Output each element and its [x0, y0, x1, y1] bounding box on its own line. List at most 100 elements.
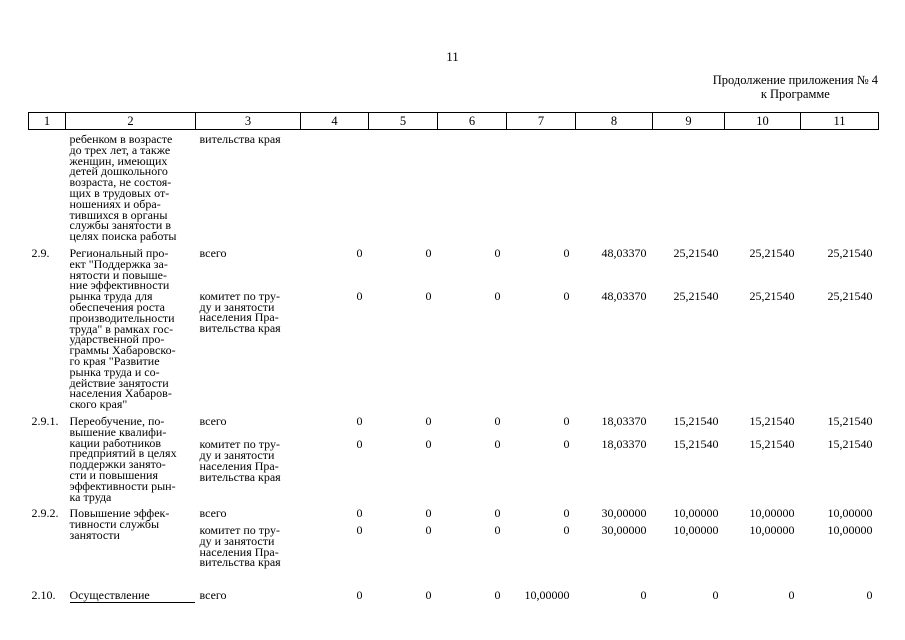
- value-cell: 0: [425, 437, 432, 452]
- value-cell: 0: [425, 413, 432, 428]
- value-cell: 15,21540: [827, 437, 873, 452]
- table-subrow: комитет по тру- ду и занятости населения…: [29, 519, 879, 568]
- activity-name: Повышение эффек- тивности службы занятос…: [69, 506, 170, 542]
- column-number-row: 1 2 3 4 5 6 7 8 9 10 11: [28, 112, 879, 130]
- value-cell: 0: [563, 245, 570, 260]
- column-header: 9: [652, 112, 725, 130]
- value-cell: 0: [563, 437, 570, 452]
- value-cell: 15,21540: [827, 413, 873, 428]
- value-cell: 0: [494, 506, 501, 521]
- column-header: 10: [724, 112, 801, 130]
- row-number: [29, 130, 66, 242]
- table-row: 2.9.2. Повышение эффек- тивности службы …: [29, 502, 879, 541]
- column-header: 11: [800, 112, 879, 130]
- table-subrow: комитет по тру- ду и занятости населения…: [29, 285, 879, 410]
- value-cell: 0: [356, 245, 363, 260]
- value-cell: 10,00000: [749, 523, 795, 538]
- value-cell: 10,00000: [673, 523, 719, 538]
- value-cell: 10,00000: [827, 523, 873, 538]
- value-cell: 0: [356, 288, 363, 303]
- value-cell: 30,00000: [601, 523, 647, 538]
- row-number: 2.9.: [31, 245, 50, 260]
- table-row: 2.9.1. Переобучение, по- вышение квалифи…: [29, 410, 879, 503]
- value-cell: 0: [425, 506, 432, 521]
- table-row: 2.10. Осуществление всего 0 0 0 10,00000…: [29, 568, 879, 604]
- value-cell: 0: [356, 588, 363, 603]
- activity-name: ребенком в возрасте до трех лет, а также…: [69, 132, 177, 244]
- table-subrow: комитет по тру- ду и занятости населения…: [29, 433, 879, 502]
- value-cell: [507, 130, 576, 242]
- column-header: 6: [437, 112, 507, 130]
- value-cell: 15,21540: [749, 413, 795, 428]
- value-cell: [438, 130, 507, 242]
- value-cell: 0: [494, 588, 501, 603]
- value-cell: 0: [425, 245, 432, 260]
- executor: комитет по тру- ду и занятости населения…: [199, 437, 281, 484]
- column-header: 4: [300, 112, 369, 130]
- value-cell: 48,03370: [601, 245, 647, 260]
- activity-name: Региональный про- ект "Поддержка за- нят…: [69, 245, 176, 412]
- executor: комитет по тру- ду и занятости населения…: [199, 288, 281, 336]
- continuation-line-2: к Программе: [760, 86, 830, 101]
- value-cell: 25,21540: [673, 288, 719, 303]
- value-cell: [369, 130, 438, 242]
- value-cell: 30,00000: [601, 506, 647, 521]
- value-cell: 0: [563, 523, 570, 538]
- value-cell: 25,21540: [827, 288, 873, 303]
- row-number: 2.10.: [31, 588, 56, 603]
- value-cell: 0: [425, 523, 432, 538]
- executor: всего: [199, 588, 227, 603]
- value-cell: 25,21540: [749, 288, 795, 303]
- activity-name-underlined: Осуществление: [69, 589, 195, 604]
- activity-name: Переобучение, по- вышение квалифи- кации…: [69, 413, 177, 504]
- executor: всего: [199, 506, 227, 521]
- column-header: 1: [28, 112, 66, 130]
- value-cell: 0: [494, 245, 501, 260]
- activity-name: Осуществление: [66, 568, 196, 604]
- table-row: 2.9. Региональный про- ект "Поддержка за…: [29, 242, 879, 410]
- executor: вительства края: [199, 132, 281, 146]
- row-number: 2.9.2.: [31, 506, 59, 521]
- value-cell: [653, 130, 725, 242]
- column-header: 7: [506, 112, 576, 130]
- value-cell: 18,03370: [601, 413, 647, 428]
- executor: всего: [199, 245, 227, 260]
- value-cell: 0: [866, 588, 873, 603]
- column-header: 2: [65, 112, 196, 130]
- value-cell: 25,21540: [749, 245, 795, 260]
- value-cell: [576, 130, 653, 242]
- appendix-continuation-header: Продолжение приложения № 4 к Программе: [712, 73, 878, 101]
- value-cell: 0: [494, 288, 501, 303]
- column-header: 8: [575, 112, 653, 130]
- value-cell: 0: [563, 413, 570, 428]
- value-cell: 15,21540: [673, 413, 719, 428]
- table-row: ребенком в возрасте до трех лет, а также…: [29, 130, 879, 242]
- value-cell: 0: [356, 523, 363, 538]
- value-cell: 0: [494, 437, 501, 452]
- value-cell: 15,21540: [749, 437, 795, 452]
- value-cell: 10,00000: [673, 506, 719, 521]
- continuation-line-1: Продолжение приложения № 4: [712, 73, 878, 87]
- value-cell: [725, 130, 801, 242]
- page-number: 11: [446, 49, 459, 64]
- value-cell: 0: [494, 413, 501, 428]
- value-cell: 0: [563, 288, 570, 303]
- column-header: 3: [195, 112, 301, 130]
- executor: комитет по тру- ду и занятости населения…: [199, 523, 281, 570]
- row-number: 2.9.1.: [31, 413, 59, 428]
- value-cell: 0: [563, 506, 570, 521]
- value-cell: [801, 130, 879, 242]
- appendix-table: 1 2 3 4 5 6 7 8 9 10 11 ребенком в возра…: [28, 112, 879, 604]
- value-cell: 0: [356, 437, 363, 452]
- value-cell: 25,21540: [827, 245, 873, 260]
- value-cell: 0: [425, 288, 432, 303]
- value-cell: 0: [640, 588, 647, 603]
- executor: всего: [199, 413, 227, 428]
- value-cell: [301, 130, 369, 242]
- value-cell: 0: [788, 588, 795, 603]
- value-cell: 0: [494, 523, 501, 538]
- value-cell: 0: [356, 506, 363, 521]
- value-cell: 0: [425, 588, 432, 603]
- value-cell: 0: [712, 588, 719, 603]
